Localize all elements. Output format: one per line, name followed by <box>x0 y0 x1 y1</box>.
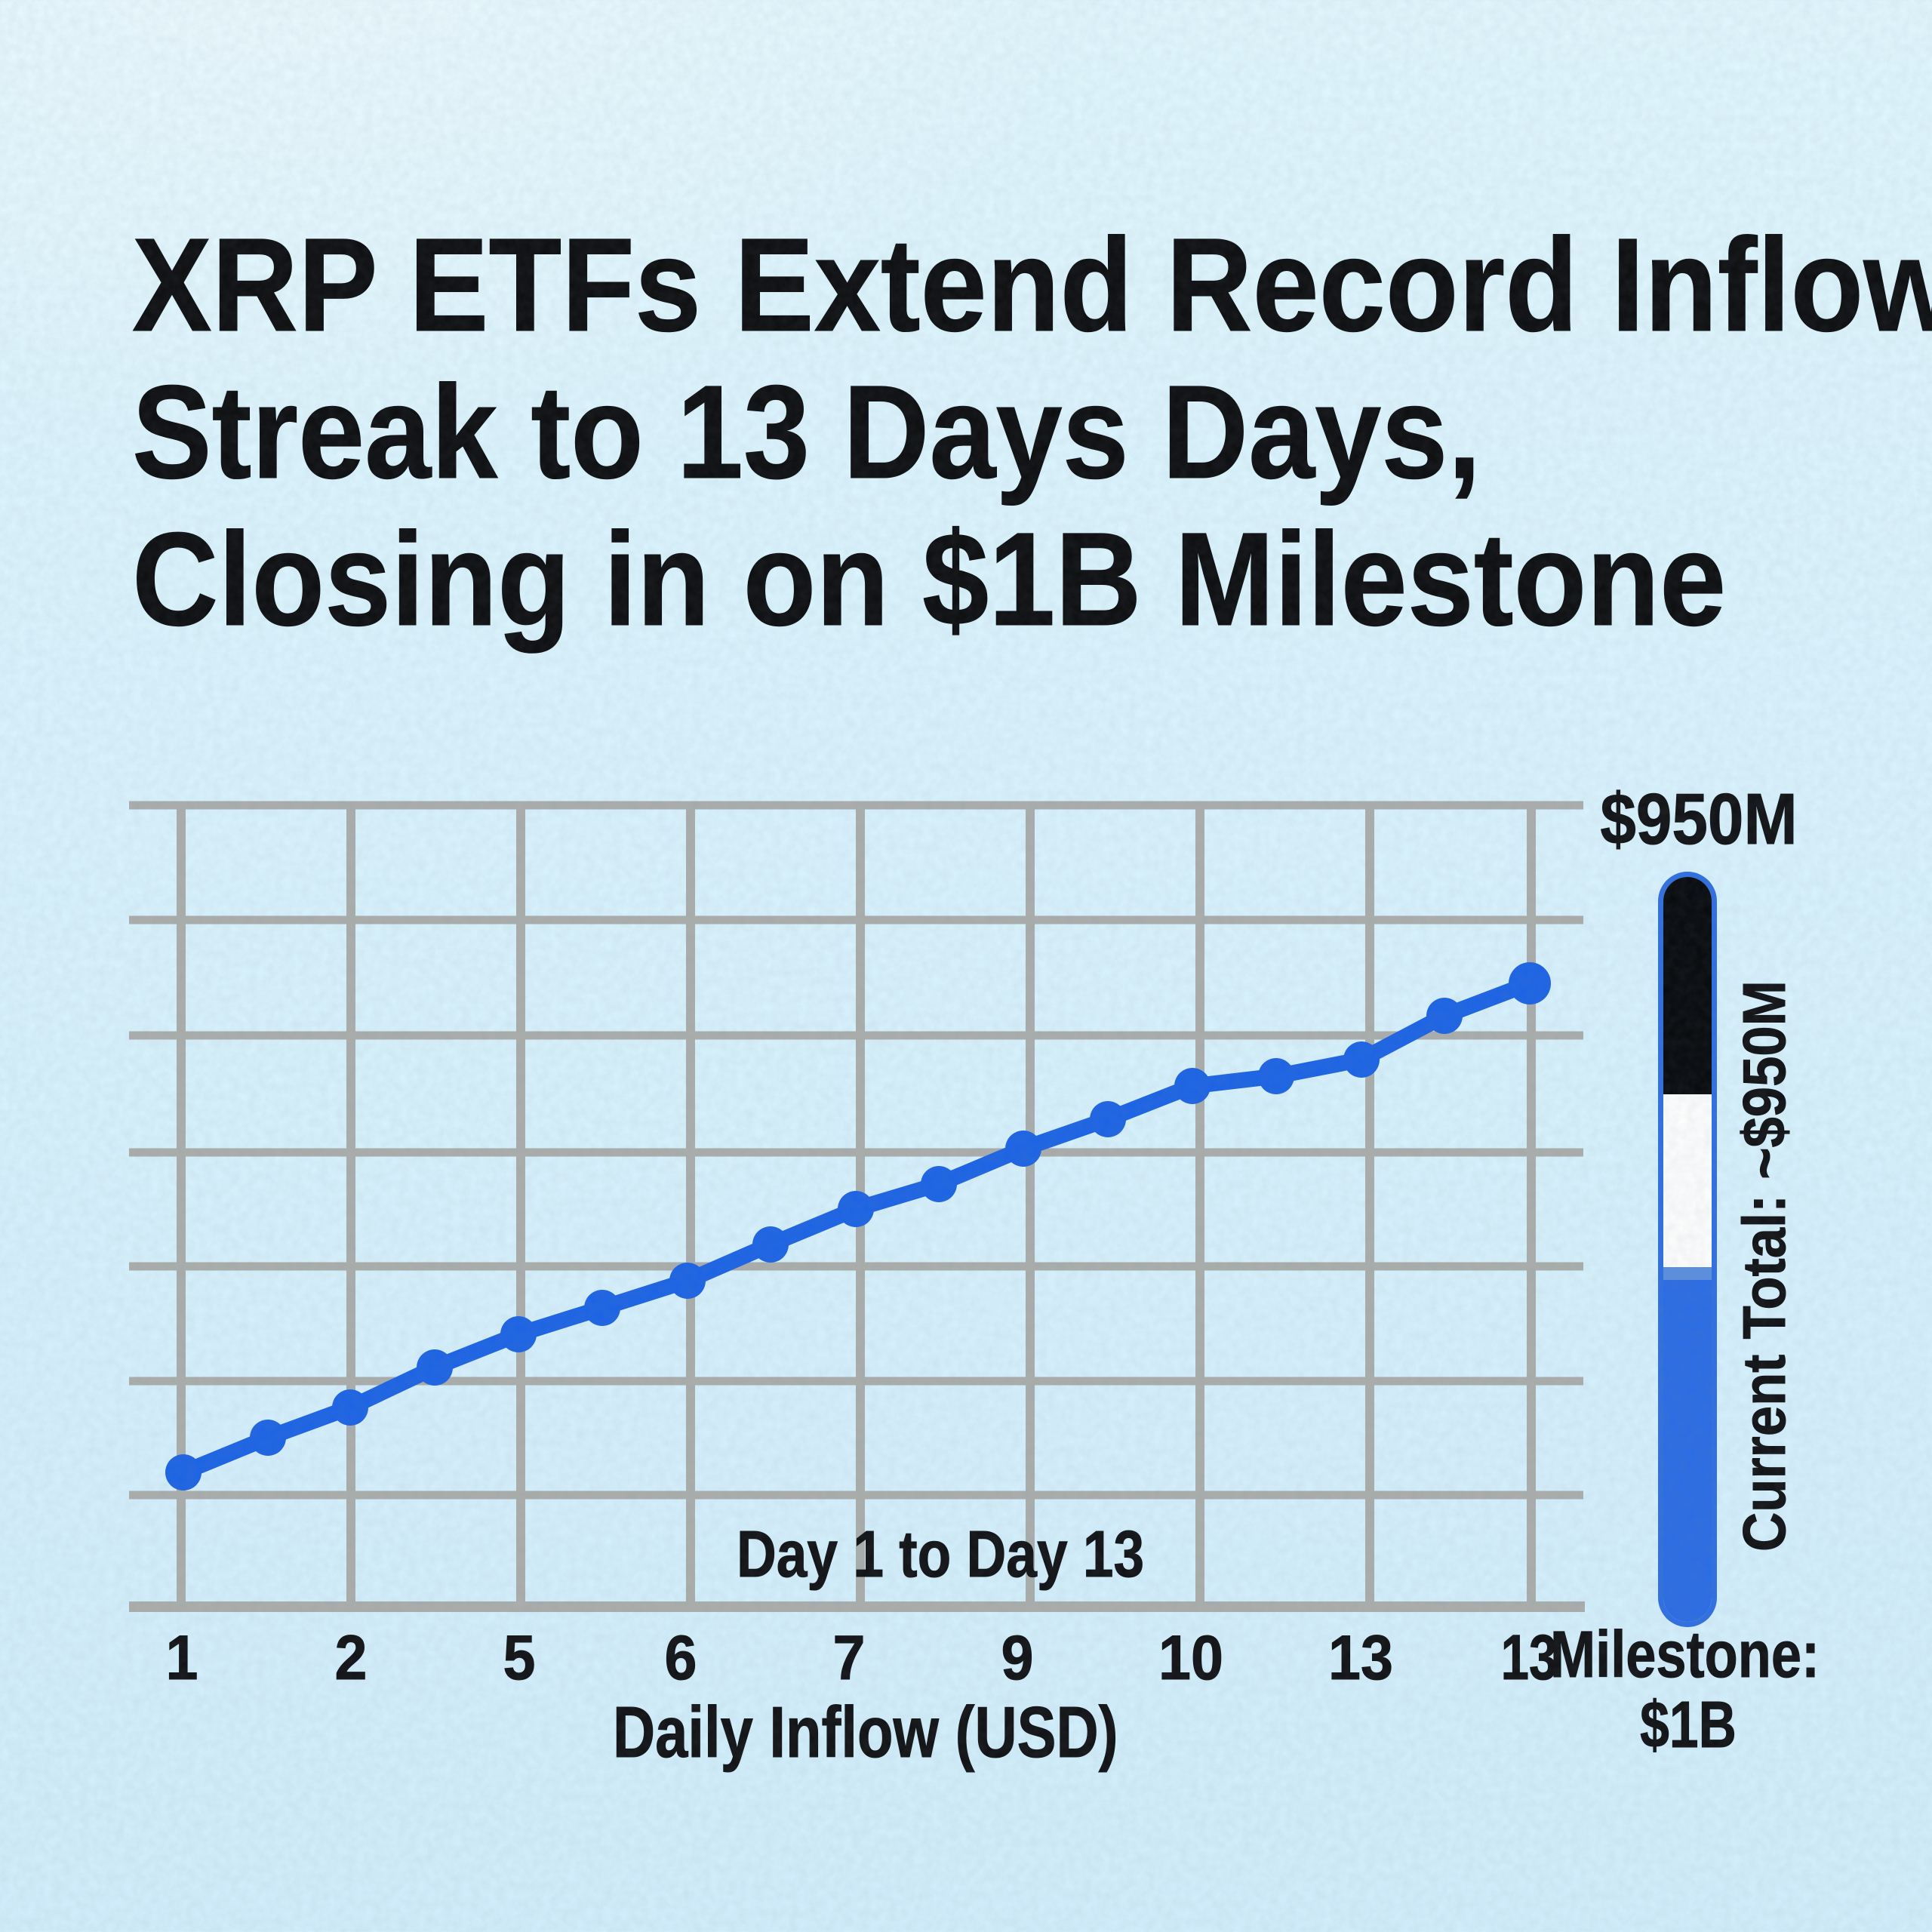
svg-text:$950M: $950M <box>1600 779 1797 860</box>
svg-text:13: 13 <box>1501 1623 1558 1694</box>
svg-text:Day 1 to Day 13: Day 1 to Day 13 <box>737 1518 1144 1591</box>
svg-text:2: 2 <box>335 1623 368 1694</box>
svg-text:9: 9 <box>1001 1623 1034 1694</box>
svg-text:10: 10 <box>1158 1623 1223 1694</box>
svg-text:5: 5 <box>503 1623 536 1694</box>
svg-text:6: 6 <box>665 1623 697 1694</box>
svg-text:7: 7 <box>833 1623 866 1694</box>
svg-text:$1B: $1B <box>1640 1688 1737 1761</box>
svg-text:13: 13 <box>1328 1623 1393 1694</box>
svg-text:Current Total: ~$950M: Current Total: ~$950M <box>1731 980 1798 1552</box>
svg-text:Daily Inflow (USD): Daily Inflow (USD) <box>613 1691 1118 1773</box>
svg-text:1: 1 <box>166 1623 198 1694</box>
svg-text:Milestone:: Milestone: <box>1550 1618 1820 1691</box>
